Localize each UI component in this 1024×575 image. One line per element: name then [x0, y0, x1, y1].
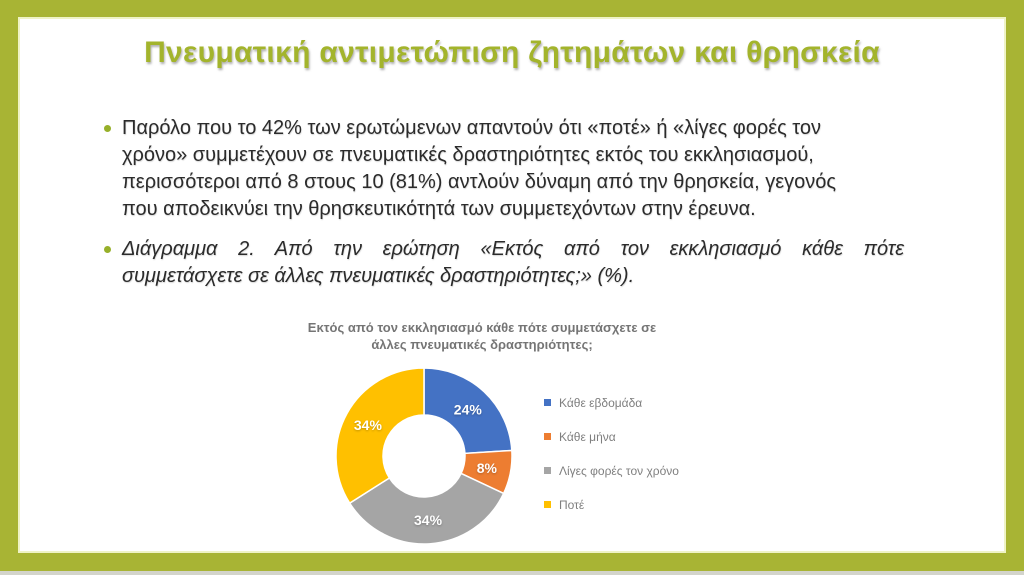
legend-label: Ποτέ [559, 497, 585, 512]
bullet-icon [104, 246, 111, 253]
bullet-icon [104, 125, 111, 132]
slide-bottom-edge [0, 571, 1024, 575]
legend-swatch-icon [544, 399, 551, 406]
bullet-text: Διάγραμμα 2. Από την ερώτηση «Εκτός από … [122, 236, 904, 290]
donut-slice-3 [335, 367, 425, 505]
legend-label: Λίγες φορές τον χρόνο [559, 463, 679, 478]
donut-data-label: 24% [454, 401, 483, 417]
legend-swatch-icon [544, 501, 551, 508]
bullet-item: Παρόλο που το 42% των ερωτώμενων απαντού… [104, 115, 904, 223]
legend-swatch-icon [544, 433, 551, 440]
chart-title-line: Εκτός από τον εκκλησιασμό κάθε πότε συμμ… [307, 320, 657, 335]
donut-data-label: 8% [477, 460, 498, 476]
chart-legend: Κάθε εβδομάδα Κάθε μήνα Λίγες φορές τον … [544, 395, 679, 531]
donut-chart: 24% 8% 34% 34% [335, 367, 513, 545]
legend-item: Ποτέ [544, 497, 679, 512]
bullet-line: χρόνο» συμμετέχουν σε πνευματικές δραστη… [122, 144, 814, 166]
bullet-text: Παρόλο που το 42% των ερωτώμενων απαντού… [122, 115, 904, 223]
page-title: Πνευματική αντιμετώπιση ζητημάτων και θρ… [144, 36, 880, 69]
bullet-line: περισσότεροι από 8 στους 10 (81%) αντλού… [122, 171, 837, 193]
legend-label: Κάθε μήνα [559, 429, 616, 444]
bullet-list: Παρόλο που το 42% των ερωτώμενων απαντού… [104, 115, 904, 290]
legend-item: Κάθε εβδομάδα [544, 395, 679, 410]
legend-item: Λίγες φορές τον χρόνο [544, 463, 679, 478]
bullet-item: Διάγραμμα 2. Από την ερώτηση «Εκτός από … [104, 236, 904, 290]
legend-label: Κάθε εβδομάδα [559, 395, 643, 410]
donut-data-label: 34% [414, 512, 443, 528]
bullet-line: Διάγραμμα 2. Από την ερώτηση «Εκτός από … [122, 238, 904, 260]
legend-item: Κάθε μήνα [544, 429, 679, 444]
bullet-line: συμμετάσχετε σε άλλες πνευματικές δραστη… [122, 265, 635, 287]
chart-title-line: άλλες πνευματικές δραστηριότητες; [371, 337, 593, 352]
bullet-line: που αποδεικνύει την θρησκευτικότητά των … [122, 198, 756, 220]
donut-data-label: 34% [354, 417, 383, 433]
bullet-line: Παρόλο που το 42% των ερωτώμενων απαντού… [122, 117, 822, 139]
legend-swatch-icon [544, 467, 551, 474]
chart-title: Εκτός από τον εκκλησιασμό κάθε πότε συμμ… [242, 319, 722, 353]
donut-slice-2 [348, 472, 505, 545]
donut-slice-0 [423, 367, 513, 455]
